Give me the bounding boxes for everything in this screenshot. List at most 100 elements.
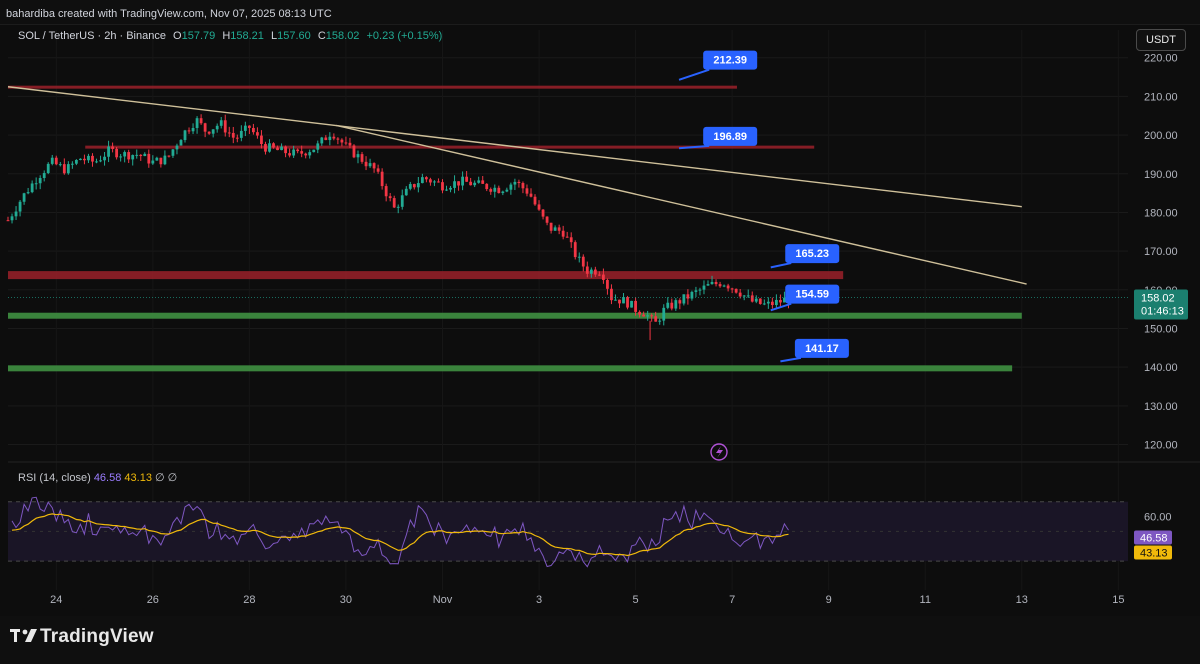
candle-body [143, 153, 147, 157]
candle-body [107, 146, 110, 157]
candle-body [280, 146, 283, 151]
candle-body [774, 299, 778, 306]
callout-text: 165.23 [795, 248, 829, 260]
trendline-1[interactable] [7, 86, 1022, 208]
candle-body [159, 157, 163, 165]
candle-body [441, 182, 444, 191]
candle-body [264, 144, 267, 152]
last-price-tag [1134, 289, 1188, 320]
currency-button[interactable]: USDT [1136, 29, 1186, 51]
x-tick-label: 5 [633, 594, 639, 606]
x-tick-label: 3 [536, 594, 542, 606]
level-zone-212.39 [8, 85, 737, 89]
callout-label-165.23[interactable] [785, 244, 840, 264]
rsi-legend[interactable]: RSI (14, close) 46.58 43.13 ∅ ∅ [18, 471, 177, 484]
candle-body [433, 181, 436, 183]
candle-body [87, 155, 90, 161]
candle-body [646, 315, 650, 317]
price-chart[interactable]: 120.00130.00140.00150.00160.00170.00180.… [0, 0, 1200, 616]
candle-body [497, 187, 501, 194]
candle-body [429, 179, 432, 183]
candle-body [682, 294, 686, 304]
countdown-text: 01:46:13 [1141, 305, 1184, 317]
candle-body [730, 288, 734, 290]
open-label: O [173, 30, 182, 42]
candle-body [151, 160, 155, 164]
candle-body [304, 153, 308, 156]
candle-body [79, 158, 82, 160]
candle-body [308, 152, 312, 156]
candle-body [465, 176, 469, 182]
candle-body [99, 160, 102, 162]
candle-body [614, 299, 617, 301]
callout-pointer [780, 356, 802, 363]
candle-body [344, 142, 348, 144]
candle-body [38, 178, 42, 184]
candle-body [674, 300, 678, 309]
candle-body [227, 132, 231, 134]
candle-body [537, 204, 541, 210]
low-value: 157.60 [277, 30, 311, 42]
candle-body [123, 152, 127, 157]
candle-body [461, 176, 464, 186]
lightning-icon[interactable] [710, 443, 728, 461]
x-tick-label: 28 [243, 594, 255, 606]
candle-body [66, 164, 70, 174]
candle-body [738, 292, 742, 297]
candle-body [163, 155, 167, 165]
change-value: +0.23 (+0.15%) [366, 30, 443, 42]
candle-body [95, 161, 98, 163]
candle-body [602, 274, 605, 280]
candle-body [91, 155, 94, 162]
candle-body [437, 181, 440, 183]
rsi-value: 46.58 [93, 472, 122, 484]
candle-body [231, 132, 235, 138]
trendline-2[interactable] [336, 124, 1027, 285]
candle-body [175, 145, 179, 150]
candle-body [195, 118, 199, 129]
candle-body [404, 188, 408, 196]
candle-body [400, 195, 404, 207]
candle-body [565, 236, 569, 238]
candle-body [10, 216, 14, 221]
callout-label-212.39[interactable] [703, 50, 758, 70]
x-tick-label: 7 [729, 594, 735, 606]
candle-body [589, 269, 593, 274]
candle-body [698, 289, 702, 291]
candle-body [702, 285, 706, 290]
candle-body [74, 159, 78, 164]
candle-body [70, 163, 74, 165]
candle-body [388, 196, 392, 199]
callout-label-154.59[interactable] [785, 284, 840, 304]
candle-body [296, 149, 300, 152]
candle-body [662, 307, 666, 321]
candle-body [714, 281, 718, 285]
candle-body [288, 153, 292, 156]
candle-body [638, 311, 642, 315]
candle-body [569, 237, 573, 243]
candle-body [252, 127, 255, 133]
last-price-text: 158.02 [1141, 292, 1175, 304]
candle-body [115, 148, 119, 158]
candle-body [416, 183, 420, 188]
symbol-legend[interactable]: SOL / TetherUS · 2h · Binance O157.79 H1… [18, 30, 442, 42]
candle-body [634, 300, 637, 312]
candle-body [746, 295, 750, 297]
x-tick-label: 30 [340, 594, 352, 606]
x-tick-label: 9 [826, 594, 832, 606]
candle-body [368, 163, 372, 167]
candle-body [50, 157, 54, 164]
candle-body [284, 146, 287, 154]
callout-text: 141.17 [805, 343, 839, 355]
candle-body [710, 281, 714, 285]
candle-body [272, 143, 275, 148]
candle-body [268, 143, 271, 152]
candle-body [630, 300, 633, 308]
candle-body [453, 181, 456, 188]
callout-label-141.17[interactable] [794, 338, 849, 358]
callout-pointer [678, 144, 710, 150]
candle-body [762, 303, 766, 305]
callout-label-196.89[interactable] [703, 126, 758, 146]
y-tick-label: 130.00 [1144, 401, 1178, 413]
candle-body [292, 149, 296, 156]
